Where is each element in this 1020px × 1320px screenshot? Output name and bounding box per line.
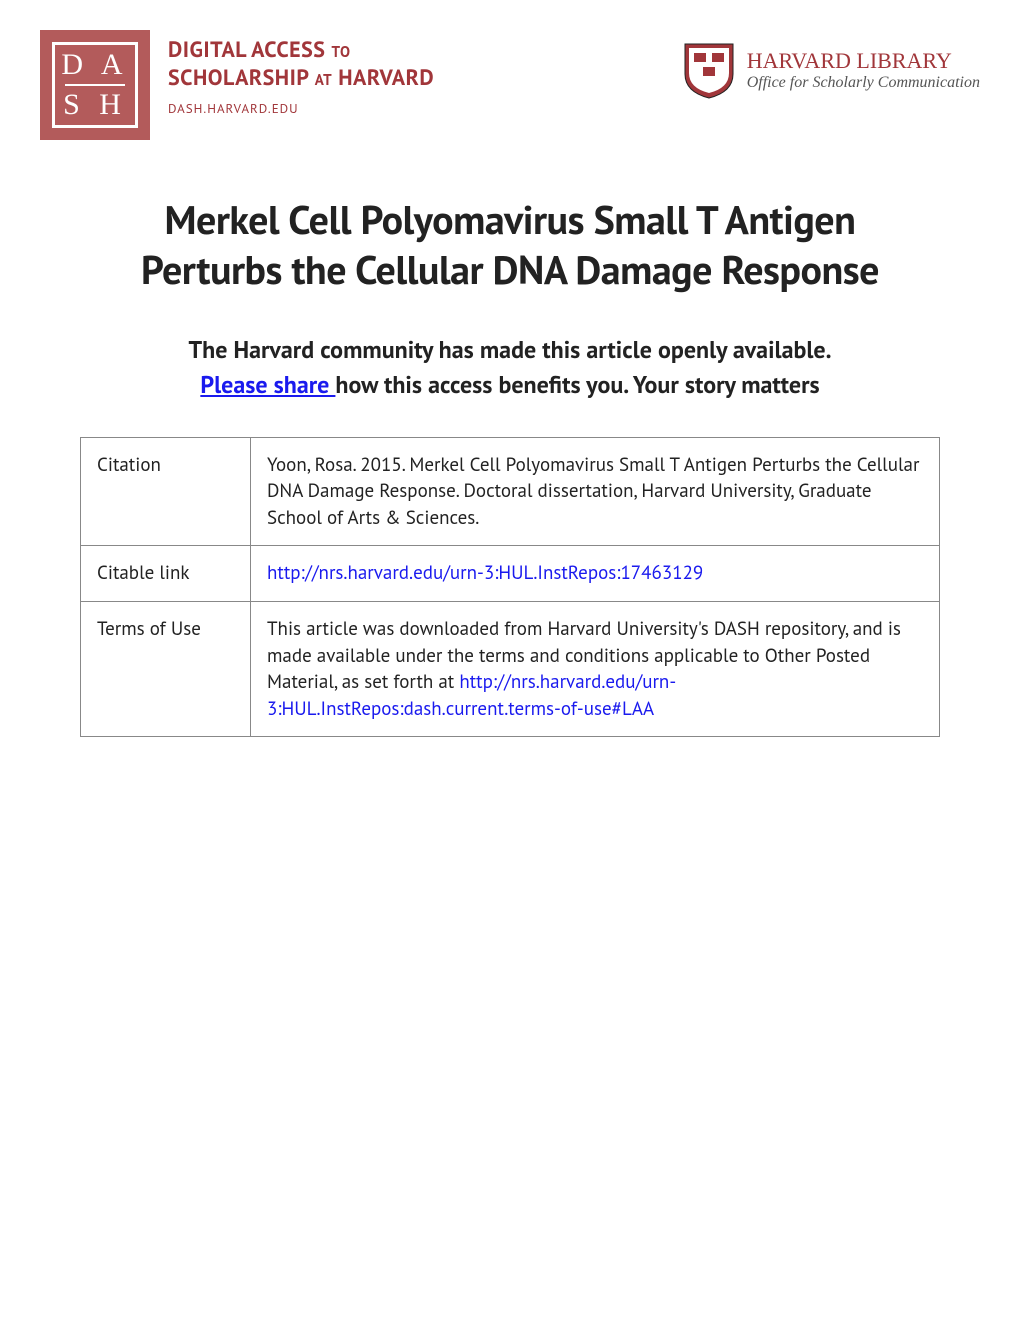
dash-line2a: SCHOLARSHIP [168,64,309,92]
table-row: Citation Yoon, Rosa. 2015. Merkel Cell P… [81,437,940,546]
terms-label: Terms of Use [81,601,251,736]
citation-value: Yoon, Rosa. 2015. Merkel Cell Polyomavir… [251,437,940,546]
hl-title: HARVARD LIBRARY [747,48,980,74]
hl-subtitle: Office for Scholarly Communication [747,74,980,92]
dash-line2c: HARVARD [338,64,434,92]
notice-part2: how this access benefits you. Your story… [335,369,819,400]
citable-link-value: http://nrs.harvard.edu/urn-3:HUL.InstRep… [251,546,940,602]
dash-logo-row1: D A [61,50,128,80]
notice-part1: The Harvard community has made this arti… [188,334,831,365]
citation-label: Citation [81,437,251,546]
citable-link[interactable]: http://nrs.harvard.edu/urn-3:HUL.InstRep… [267,561,703,585]
harvard-shield-icon [683,40,735,100]
citable-link-label: Citable link [81,546,251,602]
dash-brand-text: DIGITAL ACCESS TO SCHOLARSHIP AT HARVARD… [168,30,434,117]
header-right: HARVARD LIBRARY Office for Scholarly Com… [683,30,980,100]
harvard-library-text: HARVARD LIBRARY Office for Scholarly Com… [747,48,980,92]
dash-line1a: DIGITAL ACCESS [168,36,325,64]
terms-value: This article was downloaded from Harvard… [251,601,940,736]
table-row: Terms of Use This article was downloaded… [81,601,940,736]
metadata-table: Citation Yoon, Rosa. 2015. Merkel Cell P… [80,437,940,738]
dash-logo-icon: D A S H [40,30,150,140]
please-share-link[interactable]: Please share [200,369,335,400]
open-access-notice: The Harvard community has made this arti… [160,333,860,403]
dash-line1b: TO [332,43,351,62]
dash-url: DASH.HARVARD.EDU [168,100,434,117]
dash-line2b: AT [315,71,332,90]
page-header: D A S H DIGITAL ACCESS TO SCHOLARSHIP AT… [40,30,980,140]
article-title: Merkel Cell Polyomavirus Small T Antigen… [120,195,900,295]
header-left: D A S H DIGITAL ACCESS TO SCHOLARSHIP AT… [40,30,434,140]
table-row: Citable link http://nrs.harvard.edu/urn-… [81,546,940,602]
dash-logo-row2: S H [63,90,127,120]
